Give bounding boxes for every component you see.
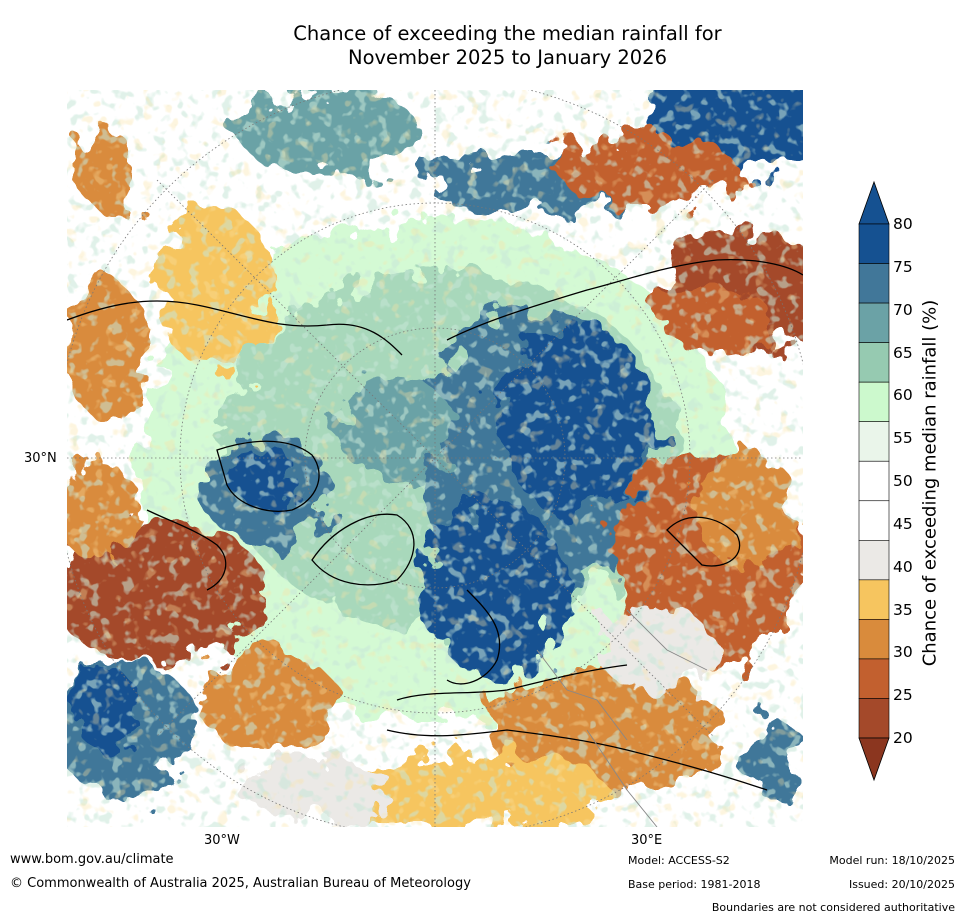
colorbar-title: Chance of exceeding median rainfall (%) (919, 299, 941, 667)
borders (536, 609, 708, 827)
colorbar-segment (858, 619, 890, 660)
colorbar-under-arrow (858, 737, 890, 782)
colorbar-tick-label: 65 (893, 343, 913, 362)
model-run-text: Model run: 18/10/2025 (829, 854, 955, 867)
title-line-1: Chance of exceeding the median rainfall … (293, 22, 722, 45)
colorbar-tick-label: 75 (893, 257, 913, 276)
base-period-text: Base period: 1981-2018 (628, 878, 761, 891)
colorbar-segment (858, 223, 890, 264)
map-title: Chance of exceeding the median rainfall … (0, 22, 965, 70)
colorbar-tick-label: 35 (893, 600, 913, 619)
colorbar-segment (858, 421, 890, 462)
colorbar-segment (858, 698, 890, 739)
colorbar-tick-label: 20 (893, 729, 913, 747)
colorbar-tick-label: 70 (893, 300, 913, 319)
colorbar-segment (858, 342, 890, 383)
colorbar-segment (858, 579, 890, 620)
graticule (67, 90, 803, 827)
longitude-label-30e: 30°E (631, 833, 663, 848)
colorbar-tick-label: 60 (893, 386, 913, 405)
colorbar-segment (858, 540, 890, 581)
rainfall-probability-map (67, 90, 803, 827)
colorbar-segment (858, 500, 890, 541)
colorbar-tick-label: 45 (893, 514, 913, 533)
colorbar (858, 180, 890, 782)
latitude-label-30n: 30°N (24, 451, 57, 466)
colorbar-tick-label: 30 (893, 643, 913, 662)
map-canvas (67, 90, 803, 827)
colorbar-tick-label: 55 (893, 429, 913, 448)
disclaimer-text: Boundaries are not considered authoritat… (711, 901, 955, 914)
colorbar-segments (858, 180, 890, 782)
issued-text: Issued: 20/10/2025 (848, 878, 955, 891)
colorbar-tick-label: 40 (893, 557, 913, 576)
colorbar-tick-label: 50 (893, 472, 913, 490)
colorbar-segment (858, 302, 890, 343)
title-line-2: November 2025 to January 2026 (348, 46, 667, 69)
coastlines (67, 259, 803, 791)
colorbar-segment (858, 263, 890, 304)
colorbar-tick-label: 25 (893, 686, 913, 705)
colorbar-segment (858, 381, 890, 422)
longitude-label-30w: 30°W (204, 833, 240, 848)
model-text: Model: ACCESS-S2 (628, 854, 730, 867)
colorbar-tick-label: 80 (893, 215, 913, 233)
colorbar-segment (858, 658, 890, 699)
colorbar-segment (858, 460, 890, 502)
copyright-text: © Commonwealth of Australia 2025, Austra… (10, 876, 471, 891)
colorbar-over-arrow (858, 180, 890, 225)
website-link[interactable]: www.bom.gov.au/climate (10, 852, 174, 867)
